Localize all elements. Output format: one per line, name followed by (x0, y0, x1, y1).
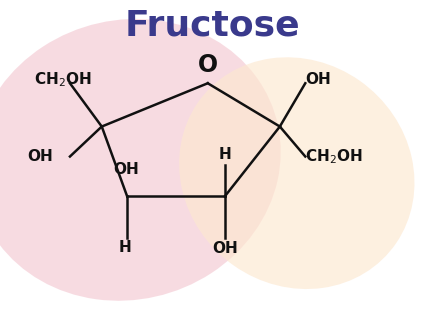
Text: OH: OH (305, 72, 331, 88)
Text: H: H (119, 240, 131, 255)
Text: OH: OH (212, 241, 237, 256)
Text: O: O (198, 53, 218, 77)
Text: CH$_2$OH: CH$_2$OH (305, 147, 363, 166)
Text: CH$_2$OH: CH$_2$OH (34, 71, 92, 89)
Text: Fructose: Fructose (124, 8, 300, 42)
Text: OH: OH (28, 149, 53, 164)
Text: H: H (218, 147, 231, 162)
Ellipse shape (179, 57, 415, 289)
Ellipse shape (0, 19, 281, 301)
Text: OH: OH (114, 162, 139, 177)
